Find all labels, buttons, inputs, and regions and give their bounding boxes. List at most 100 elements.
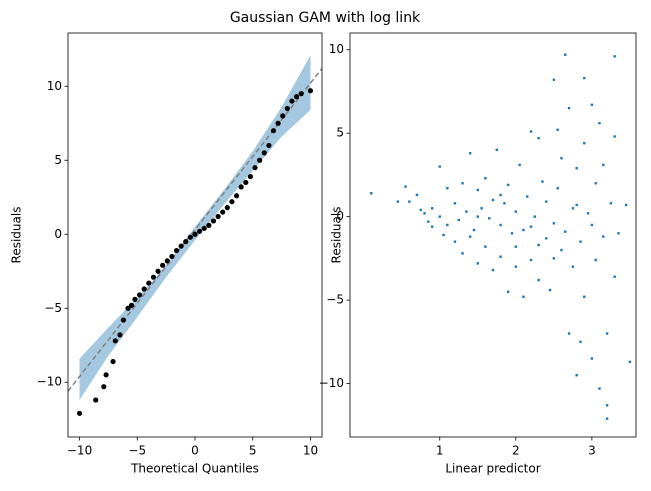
y-tick-label: −5: [44, 301, 62, 315]
point: [446, 187, 449, 190]
point: [294, 94, 300, 100]
point: [507, 290, 510, 293]
point: [476, 262, 479, 265]
point: [266, 142, 272, 149]
point: [605, 332, 609, 335]
point: [583, 295, 586, 298]
figure-title: Gaussian GAM with log link: [230, 10, 421, 26]
x-tick-label: −10: [67, 444, 92, 458]
y-tick-label: 10: [47, 79, 62, 93]
point: [556, 187, 559, 190]
point: [552, 222, 556, 225]
point: [233, 193, 240, 199]
point: [571, 207, 575, 210]
reference-line: [68, 68, 322, 392]
point: [526, 195, 529, 198]
point: [101, 384, 107, 390]
point: [594, 258, 597, 262]
point: [453, 240, 457, 243]
x-tick-label: 10: [303, 444, 318, 458]
point: [183, 239, 189, 245]
point: [556, 128, 559, 132]
point: [187, 234, 193, 240]
point: [522, 228, 525, 232]
point: [419, 208, 422, 212]
point: [457, 218, 460, 222]
point: [518, 163, 521, 167]
point: [270, 128, 277, 134]
point: [472, 228, 476, 232]
point: [192, 231, 198, 237]
point: [117, 332, 123, 338]
point: [529, 130, 533, 133]
y-tick-label: 5: [336, 126, 344, 140]
point: [499, 223, 502, 227]
point: [537, 278, 540, 282]
point: [560, 248, 563, 252]
point: [284, 105, 290, 112]
y-tick-label: 0: [336, 209, 344, 223]
point: [575, 167, 578, 170]
point: [514, 245, 518, 248]
point: [461, 182, 464, 185]
point: [499, 193, 502, 197]
point: [590, 103, 594, 106]
point: [453, 202, 457, 205]
point: [514, 210, 518, 213]
point: [617, 232, 620, 235]
point: [442, 233, 445, 237]
point: [408, 200, 411, 203]
y-tick-label: 5: [54, 153, 62, 167]
point: [169, 253, 175, 260]
point: [552, 78, 556, 81]
point: [579, 340, 582, 344]
point: [484, 177, 487, 180]
point: [141, 286, 147, 292]
point: [567, 332, 571, 335]
point: [468, 235, 472, 238]
point: [438, 165, 441, 168]
point: [613, 135, 616, 138]
plot-area: [370, 53, 632, 420]
point: [541, 180, 544, 183]
x-tick-label: 1: [436, 444, 444, 458]
point: [583, 76, 586, 80]
point: [103, 372, 109, 378]
point: [427, 220, 430, 223]
point: [257, 157, 263, 163]
y-axis-label: Residuals: [10, 207, 24, 264]
point: [298, 91, 304, 97]
point: [480, 207, 483, 210]
point: [438, 215, 441, 218]
point: [128, 302, 135, 308]
point: [594, 182, 597, 185]
x-axis-label: Linear predictor: [445, 462, 540, 476]
point: [567, 106, 571, 110]
point: [602, 235, 605, 238]
x-axis-label: Theoretical Quantiles: [130, 462, 259, 476]
point: [215, 213, 221, 220]
point: [465, 210, 468, 213]
confidence-band: [79, 55, 311, 401]
point: [150, 274, 157, 280]
point: [275, 120, 281, 126]
point: [155, 268, 161, 274]
point: [586, 212, 590, 215]
point: [522, 295, 525, 298]
point: [533, 215, 537, 218]
point: [529, 225, 533, 228]
point: [605, 404, 609, 407]
point: [545, 237, 548, 240]
point: [495, 148, 499, 152]
point: [476, 188, 479, 192]
point: [220, 209, 226, 215]
point: [548, 288, 552, 292]
x-tick-label: 3: [588, 444, 596, 458]
point: [112, 338, 118, 344]
point: [598, 387, 601, 390]
point: [280, 113, 286, 119]
point: [514, 265, 518, 268]
point: [243, 179, 249, 186]
point: [430, 207, 434, 210]
point: [197, 228, 203, 234]
